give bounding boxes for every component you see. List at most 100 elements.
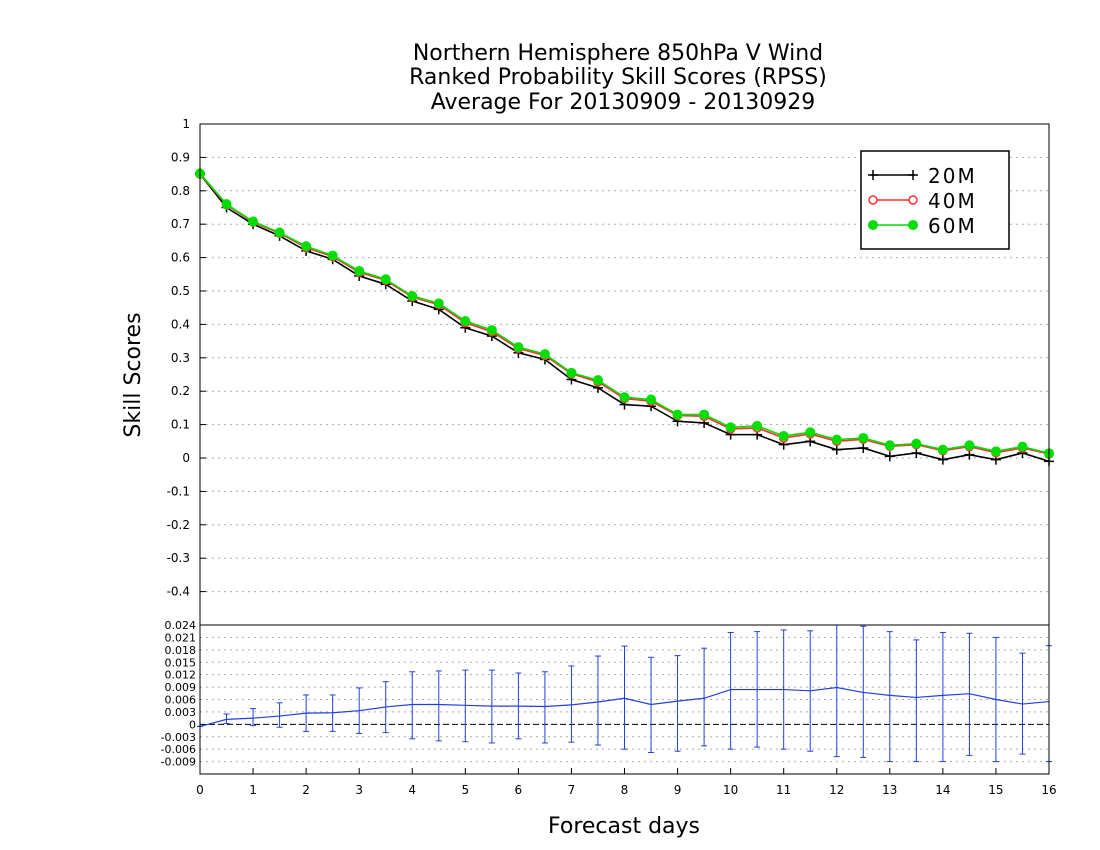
- series-point-marker: [221, 199, 232, 210]
- error-bar: [462, 669, 469, 743]
- series-point-marker: [884, 440, 895, 451]
- upper-y-tick-label: 0.9: [171, 150, 190, 164]
- x-tick-label: 5: [461, 783, 469, 797]
- upper-series-lines: [195, 168, 1054, 467]
- error-bar: [223, 713, 230, 725]
- x-tick-label: 10: [723, 783, 738, 797]
- series-point-marker: [672, 409, 683, 420]
- x-tick-label: 1: [249, 783, 257, 797]
- series-point-marker: [592, 375, 603, 386]
- upper-y-tick-label: 0.4: [171, 317, 190, 331]
- upper-y-tick-label: 0.2: [171, 384, 190, 398]
- error-bar: [833, 624, 840, 758]
- series-point-marker: [752, 420, 763, 431]
- upper-y-tick-label: 0.1: [171, 418, 190, 432]
- x-tick-label: 14: [935, 783, 950, 797]
- lower-y-tick-label: 0.006: [165, 694, 197, 707]
- x-tick-label: 12: [829, 783, 844, 797]
- x-tick-label: 0: [196, 783, 204, 797]
- upper-y-tick-label: 0: [182, 451, 190, 465]
- error-bar: [250, 708, 257, 727]
- series-point-marker: [908, 220, 918, 230]
- series-point-marker: [858, 432, 869, 443]
- y-axis-title: Skill Scores: [121, 312, 146, 437]
- legend-item: 20M: [868, 164, 977, 188]
- lower-y-tick-label: 0.021: [165, 631, 197, 644]
- series-point-marker: [274, 227, 285, 238]
- lower-y-tick-labels: 0.0240.0210.0180.0150.0120.0090.0060.003…: [161, 619, 196, 769]
- series-point-marker: [725, 422, 736, 433]
- difference-series-line: [199, 686, 1050, 727]
- series-point-marker: [539, 349, 550, 360]
- series-point-marker: [248, 216, 259, 227]
- lower-y-tick-label: 0: [189, 718, 196, 731]
- chart-title-line-3: Average For 20130909 - 20130929: [431, 90, 816, 115]
- legend-item: 40M: [868, 189, 977, 213]
- series-point-marker: [868, 220, 878, 230]
- upper-y-tick-label: 0.5: [171, 284, 190, 298]
- series-point-marker: [327, 250, 338, 261]
- x-tick-label: 2: [302, 783, 310, 797]
- lower-y-tick-label: 0.015: [165, 656, 197, 669]
- series-point-marker: [908, 195, 918, 205]
- lower-y-tick-label: -0.003: [161, 731, 196, 744]
- series-point-marker: [868, 195, 878, 205]
- upper-y-tick-label: -0.2: [167, 518, 190, 532]
- legend-label: 60M: [928, 214, 977, 238]
- error-bar: [276, 702, 283, 728]
- series-point-marker: [778, 430, 789, 441]
- series-point-marker: [619, 392, 630, 403]
- lower-y-tick-label: 0.018: [165, 644, 197, 657]
- x-tick-label: 7: [568, 783, 576, 797]
- legend-item: 60M: [868, 214, 977, 238]
- upper-y-tick-label: -0.1: [167, 484, 190, 498]
- upper-y-tick-label: 0.7: [171, 217, 190, 231]
- series-point-marker: [460, 316, 471, 327]
- lower-y-tick-label: 0.003: [165, 706, 197, 719]
- error-bar: [541, 671, 548, 744]
- legend-label: 40M: [928, 189, 977, 213]
- error-bar: [674, 655, 681, 752]
- upper-y-tick-label: -0.4: [167, 585, 190, 599]
- series-point-marker: [964, 440, 975, 451]
- lower-y-tick-label: -0.006: [161, 743, 196, 756]
- x-tick-label: 8: [621, 783, 629, 797]
- error-bar: [621, 645, 628, 750]
- series-point-marker: [699, 409, 710, 420]
- upper-y-tick-label: 0.8: [171, 184, 190, 198]
- series-point-marker: [354, 265, 365, 276]
- series-point-marker: [566, 367, 577, 378]
- series-point-marker: [380, 274, 391, 285]
- error-bar: [701, 647, 708, 747]
- series-point-marker: [407, 291, 418, 302]
- series-point-marker: [831, 434, 842, 445]
- error-bar: [435, 670, 442, 742]
- x-tick-label: 6: [515, 783, 523, 797]
- series-point-marker: [486, 325, 497, 336]
- error-bar: [568, 665, 575, 743]
- series-point-marker: [990, 446, 1001, 457]
- series-point-marker: [1017, 441, 1028, 452]
- legend-label: 20M: [928, 164, 977, 188]
- series-60M: [195, 168, 1054, 459]
- series-point-marker: [646, 394, 657, 405]
- upper-y-tick-labels: 1 0.9 0.8 0.7 0.6 0.5 0.4 0.3 0.2 0.1 0 -0.1 -0.2 -0.…: [167, 117, 190, 599]
- x-tick-label: 13: [882, 783, 897, 797]
- upper-y-tick-label: -0.3: [167, 551, 190, 565]
- error-bar: [727, 631, 734, 750]
- chart-title-line-2: Ranked Probability Skill Scores (RPSS): [409, 65, 827, 90]
- lower-y-tick-label: 0.024: [165, 619, 197, 632]
- x-tick-labels: 0 1 2 3 4 5 6 7 8 9 10 11 12 13 14 15 16: [196, 768, 1057, 797]
- error-bar: [913, 639, 920, 763]
- x-tick-label: 4: [408, 783, 416, 797]
- x-tick-label: 15: [988, 783, 1003, 797]
- upper-y-tick-label: 0.6: [171, 251, 190, 265]
- upper-y-tick-label: 1: [182, 117, 190, 131]
- lower-plot-frame: [199, 624, 1050, 775]
- lower-y-tick-label: -0.009: [161, 756, 196, 769]
- legend-box: [860, 150, 1010, 250]
- upper-y-tick-label: 0.3: [171, 351, 190, 365]
